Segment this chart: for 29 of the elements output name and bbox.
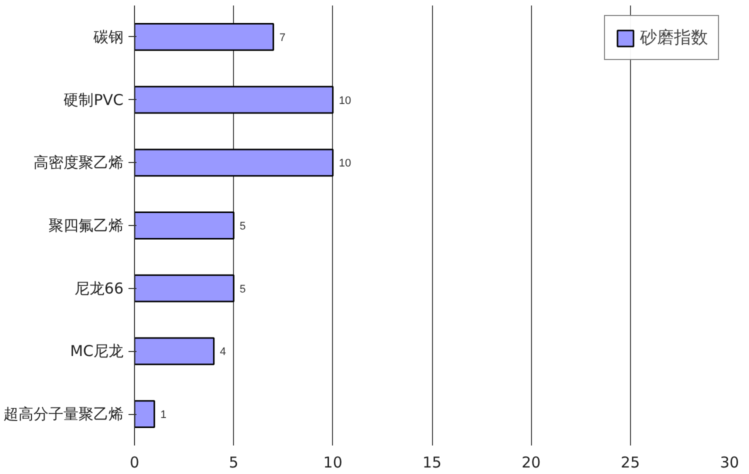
bar	[134, 22, 274, 51]
y-tick-label: 高密度聚乙烯	[34, 154, 124, 172]
bar	[134, 337, 215, 366]
bar	[134, 86, 334, 114]
y-tick-label: MC尼龙	[70, 342, 124, 360]
bar	[134, 400, 156, 428]
x-tick-label: 25	[620, 454, 640, 472]
bar	[134, 274, 234, 302]
data-label: 7	[279, 32, 286, 44]
x-tick-label: 5	[228, 454, 238, 472]
y-tick-label: 碳钢	[92, 28, 124, 46]
y-tick-label: 硬制PVC	[64, 90, 124, 109]
y-tick-label: 尼龙66	[74, 279, 124, 298]
legend-label: 砂磨指数	[640, 27, 708, 49]
data-label: 5	[240, 283, 246, 296]
y-tick-label: 聚四氟乙烯	[48, 216, 124, 234]
x-tick-label: 20	[522, 454, 541, 472]
y-tick-label: 超高分子量聚乙烯	[4, 405, 124, 424]
x-tick-label: 15	[422, 454, 442, 472]
x-tick-label: 30	[720, 454, 740, 472]
bar	[134, 148, 334, 177]
data-label: 4	[220, 346, 226, 358]
data-label: 1	[160, 409, 166, 422]
x-tick-label: 0	[130, 454, 140, 472]
data-label: 10	[338, 94, 352, 107]
data-label: 10	[338, 158, 352, 170]
data-label: 5	[240, 220, 246, 232]
bar	[134, 212, 234, 240]
x-tick-label: 10	[323, 454, 342, 472]
